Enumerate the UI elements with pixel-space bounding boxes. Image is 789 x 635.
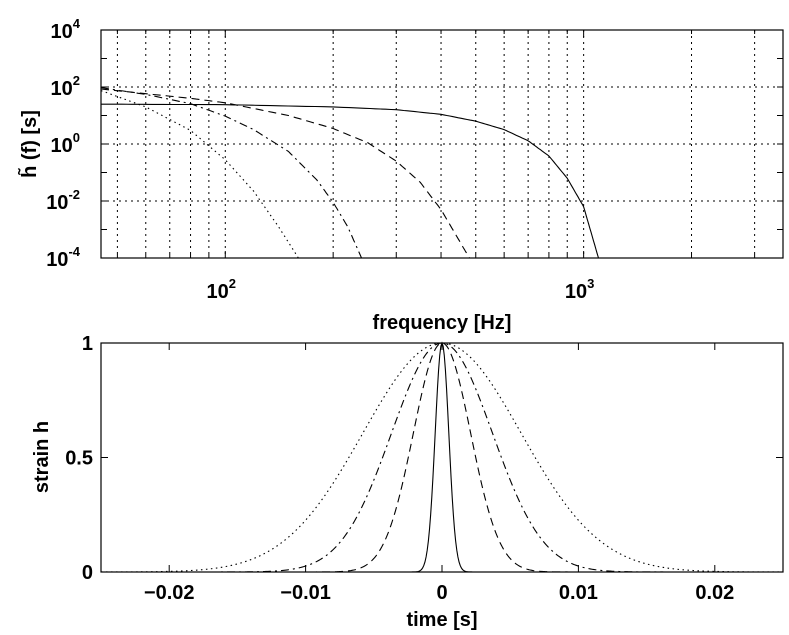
time-curve-dashed [101,342,783,573]
frequency-curve-dotted [100,90,299,259]
frequency-y-axis-label: h̃ (f) [s] [17,110,41,178]
time-x-tick-label: 0.01 [559,582,598,604]
frequency-x-axis-label: frequency [Hz] [373,312,512,334]
frequency-y-tick-label: 104 [51,16,81,43]
frequency-y-tick-label: 100 [51,130,80,157]
time-x-tick-label: 0.02 [695,582,734,604]
time-x-tick-label: −0.01 [280,582,331,604]
time-y-tick-labels: 00.51 [65,333,93,584]
frequency-ticks [101,29,783,259]
frequency-curve-dashed [100,88,470,259]
time-y-tick-label: 0.5 [65,448,93,470]
frequency-y-tick-label: 10-4 [46,244,81,271]
frequency-x-tick-label: 102 [207,276,236,303]
time-x-tick-labels: −0.02 −0.01 0 0.01 0.02 [144,582,734,604]
time-y-tick-label: 1 [82,333,93,355]
frequency-curve-dashdot [100,87,363,259]
frequency-y-tick-label: 102 [51,73,80,100]
time-x-tick-label: −0.02 [144,582,195,604]
frequency-x-tick-labels: 102 103 [207,276,595,303]
time-curve-dotted [101,342,783,573]
time-y-tick-label: 0 [82,562,93,584]
time-curve-dashdot [101,342,783,573]
time-domain-axes: −0.02 −0.01 0 0.01 0.02 00.51 time [s] strai… [31,333,784,631]
time-axes-frame [100,342,784,573]
frequency-x-tick-label: 103 [565,276,594,303]
frequency-curves [100,87,600,259]
time-x-tick-label: 0 [436,582,447,604]
time-y-axis-label: strain h [31,421,53,493]
time-curve-solid [101,341,783,573]
frequency-curve-solid [101,103,600,259]
frequency-y-tick-label: 10-2 [46,187,80,214]
frequency-grid [101,30,783,258]
time-curves [101,341,783,573]
frequency-y-tick-labels: 10-4 10-2 100 102 104 [46,16,81,271]
time-x-axis-label: time [s] [406,609,477,631]
time-ticks [101,342,783,573]
